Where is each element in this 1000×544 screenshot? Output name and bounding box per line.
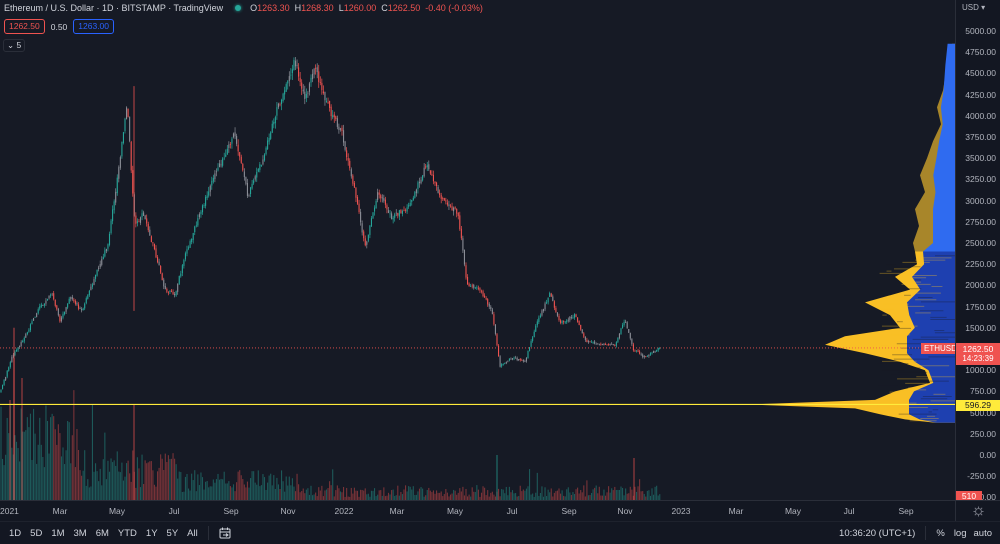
symbol-title[interactable]: Ethereum / U.S. Dollar · 1D · BITSTAMP ·… xyxy=(4,3,224,13)
time-label: Mar xyxy=(728,506,744,516)
calendar-goto-icon xyxy=(219,527,231,539)
price-label: 3750.00 xyxy=(965,132,996,142)
spread-value: 0.50 xyxy=(50,21,68,32)
price-label: 2750.00 xyxy=(965,216,996,227)
log-scale-toggle[interactable]: log xyxy=(953,527,967,539)
price-label: 750.00 xyxy=(970,386,996,397)
range-button-5y[interactable]: 5Y xyxy=(166,527,179,539)
price-label: 2500.00 xyxy=(965,238,996,248)
price-label: -250.00 xyxy=(967,471,996,482)
divider xyxy=(925,526,927,540)
ohlc-label-l: L xyxy=(338,3,344,13)
price-label: 2000.00 xyxy=(965,280,996,291)
ohlc-values: O1263.30 H1268.30 L1260.00 C1262.50 xyxy=(250,3,420,13)
time-label: Nov xyxy=(280,506,296,516)
market-open-status-icon xyxy=(235,5,242,11)
profile-lower-down-volume xyxy=(907,251,955,423)
buy-button[interactable]: 1263.00 xyxy=(73,19,115,34)
range-button-all[interactable]: All xyxy=(187,527,198,539)
time-label: 2021 xyxy=(0,506,19,516)
price-label: 4250.00 xyxy=(965,89,996,100)
divider xyxy=(207,526,209,540)
profile-lower-up-volume xyxy=(750,251,955,423)
range-button-3m[interactable]: 3M xyxy=(73,527,87,539)
time-label: Jul xyxy=(843,506,855,516)
price-label: 4000.00 xyxy=(965,110,996,121)
gear-icon xyxy=(972,505,984,517)
time-label: Mar xyxy=(52,506,68,516)
candlestick-chart[interactable] xyxy=(0,0,955,500)
go-to-date-button[interactable] xyxy=(219,527,232,539)
clock-timezone[interactable]: 10:36:20 (UTC+1) xyxy=(839,527,916,539)
chevron-down-icon: ⌄ xyxy=(7,40,15,50)
range-button-1m[interactable]: 1M xyxy=(51,527,65,539)
time-label: Jul xyxy=(168,506,180,516)
percent-scale-toggle[interactable]: % xyxy=(936,527,945,539)
last-price: 1262.50 xyxy=(962,344,994,354)
time-label: Jul xyxy=(506,506,518,516)
price-label: 3250.00 xyxy=(965,174,996,185)
price-label: 4500.00 xyxy=(965,68,996,79)
currency-selector[interactable]: USD ▾ xyxy=(962,3,986,12)
range-button-ytd[interactable]: YTD xyxy=(117,527,137,539)
time-label: Sep xyxy=(223,506,239,516)
price-label: 500.00 xyxy=(970,407,996,418)
price-label: 1000.00 xyxy=(965,365,996,376)
time-label: May xyxy=(446,506,464,516)
bid-ask-row: 1262.50 0.50 1263.00 xyxy=(4,19,115,34)
auto-scale-toggle[interactable]: auto xyxy=(973,527,993,539)
sell-button[interactable]: 1262.50 xyxy=(4,19,45,34)
volume-profile xyxy=(750,43,955,423)
ohlc-value-o: 1263.30 xyxy=(257,3,290,13)
range-button-1d[interactable]: 1D xyxy=(9,527,22,539)
last-price-tag: 1262.50 14:23:39 xyxy=(956,343,1000,365)
price-axis[interactable]: USD ▾ 5000.00 4750.00 4500.00 4250.00 4000.0… xyxy=(955,0,1000,502)
time-label: Nov xyxy=(617,506,633,516)
bottom-toolbar: 1D 5D 1M 3M 6M YTD 1Y 5Y All 10:36:20 (UTC+1) % … xyxy=(0,521,1000,544)
chart-settings-button[interactable] xyxy=(955,500,1000,521)
ohlc-value-c: 1262.50 xyxy=(387,3,421,13)
horizontal-line-price-tag: 596.29 xyxy=(956,400,1000,411)
price-change: -0.40 (-0.03%) xyxy=(425,3,483,13)
candles xyxy=(0,57,661,500)
volume-tag: 510 xyxy=(956,491,982,501)
indicators-toggle-button[interactable]: ⌄ 5 xyxy=(3,39,26,52)
profile-upper-down-volume xyxy=(923,43,955,252)
volume-bars xyxy=(0,358,661,500)
date-range-buttons: 1D 5D 1M 3M 6M YTD 1Y 5Y All xyxy=(0,528,198,539)
time-label: May xyxy=(108,506,126,516)
time-label: 2023 xyxy=(671,506,691,516)
time-label: Sep xyxy=(561,506,577,516)
time-label: 2022 xyxy=(334,506,354,516)
range-button-5d[interactable]: 5D xyxy=(30,527,43,539)
ohlc-value-h: 1268.30 xyxy=(301,3,334,13)
ohlc-label-c: C xyxy=(381,3,388,13)
chart-pane[interactable]: Ethereum / U.S. Dollar · 1D · BITSTAMP ·… xyxy=(0,0,955,500)
price-label: 2250.00 xyxy=(965,259,996,270)
time-label: Mar xyxy=(389,506,405,516)
indicators-count: 5 xyxy=(16,40,22,50)
price-label: 3500.00 xyxy=(965,153,996,164)
symbol-price-tag: ETHUSD xyxy=(921,343,955,354)
price-label: 5000.00 xyxy=(965,26,996,36)
range-button-6m[interactable]: 6M xyxy=(95,527,109,539)
chevron-down-icon: ▾ xyxy=(981,3,986,12)
ohlc-label-o: O xyxy=(250,3,258,13)
range-button-1y[interactable]: 1Y xyxy=(145,527,158,539)
price-label: 1500.00 xyxy=(965,322,996,333)
price-label: 4750.00 xyxy=(965,47,996,58)
price-label: 1750.00 xyxy=(965,301,996,312)
time-label: Sep xyxy=(898,506,914,516)
price-label: 3000.00 xyxy=(965,195,996,206)
ohlc-label-h: H xyxy=(294,3,302,13)
price-label: 250.00 xyxy=(970,428,996,439)
ohlc-value-l: 1260.00 xyxy=(343,3,377,13)
bar-countdown: 14:23:39 xyxy=(962,354,994,363)
price-label: 0.00 xyxy=(979,450,996,460)
time-axis[interactable]: 2021 Mar May Jul Sep Nov 2022 Mar May Jul Sep Nov 20… xyxy=(0,500,955,521)
time-label: May xyxy=(784,506,802,516)
symbol-legend: Ethereum / U.S. Dollar · 1D · BITSTAMP ·… xyxy=(4,3,483,13)
